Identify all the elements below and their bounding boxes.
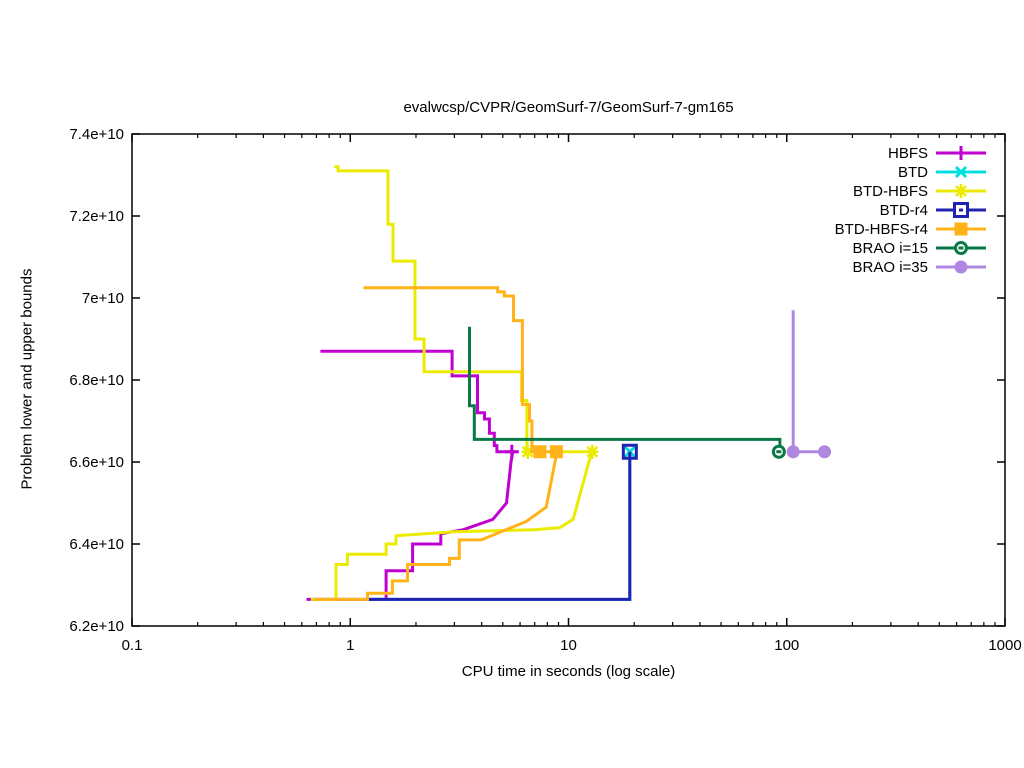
x-axis-ticks: 0.1 1 10 100 1000 xyxy=(122,134,1022,654)
y-axis-label: Problem lower and upper bounds xyxy=(18,268,36,490)
legend-entry-HBFS: HBFS xyxy=(888,145,986,162)
legend-label: BTD-HBFS xyxy=(853,183,928,200)
series-curves xyxy=(306,165,832,601)
marker-square-open xyxy=(953,202,969,218)
y-tick-label: 7e+10 xyxy=(82,290,124,307)
legend-entry-BTD-r4: BTD-r4 xyxy=(880,202,986,219)
marker-asterisk xyxy=(955,184,967,198)
series-BRAO-i-15 xyxy=(468,326,786,459)
legend-label: BRAO i=35 xyxy=(853,259,928,276)
tick xyxy=(623,445,636,458)
legend-entry-BRAO-i-15: BRAO i=15 xyxy=(853,240,986,257)
marker-square-filled xyxy=(533,445,547,459)
legend-entry-BTD: BTD xyxy=(898,164,986,181)
marker-asterisk xyxy=(586,444,599,459)
legend: HBFS BTD BTD-HBFS BTD-r4 BTD-HBFS-r4 BRAO i=1… xyxy=(835,145,986,276)
y-tick-label: 6.8e+10 xyxy=(69,372,124,389)
tick xyxy=(954,165,968,179)
legend-label: BTD xyxy=(898,164,928,181)
series-BRAO-i-35 xyxy=(786,310,832,459)
upper-bound-line xyxy=(468,326,782,452)
x-axis-label: CPU time in seconds (log scale) xyxy=(461,663,676,680)
lower-bound-line xyxy=(306,451,515,601)
legend-label: BTD-HBFS-r4 xyxy=(835,221,928,238)
upper-bound-line xyxy=(320,349,517,454)
x-tick-label: 10 xyxy=(560,637,577,654)
legend-entry-BRAO-i-35: BRAO i=35 xyxy=(853,259,986,276)
legend-entry-BTD-HBFS-r4: BTD-HBFS-r4 xyxy=(835,221,986,238)
x-tick-label: 1000 xyxy=(988,637,1021,654)
y-tick-label: 6.2e+10 xyxy=(69,618,124,635)
marker-plus xyxy=(954,146,968,160)
legend-entry-BTD-HBFS: BTD-HBFS xyxy=(853,183,986,200)
legend-label: BRAO i=15 xyxy=(853,240,928,257)
x-tick-label: 1 xyxy=(346,637,354,654)
marker-square-filled xyxy=(954,222,968,236)
y-tick-label: 7.4e+10 xyxy=(69,126,124,143)
chart-title: evalwcsp/CVPR/GeomSurf-7/GeomSurf-7-gm16… xyxy=(403,99,734,116)
marker-cross xyxy=(954,165,968,179)
y-tick-label: 6.6e+10 xyxy=(69,454,124,471)
series-BTD-r4 xyxy=(367,443,638,601)
marker-square-filled xyxy=(549,445,563,459)
marker-circle-filled xyxy=(954,260,968,274)
x-tick-label: 100 xyxy=(774,637,799,654)
marker-circle-filled xyxy=(818,445,832,459)
upper-bound-line xyxy=(334,165,593,454)
series-BTD-HBFS-r4 xyxy=(313,286,563,601)
series-HBFS xyxy=(306,349,519,601)
lower-bound-line xyxy=(313,451,560,601)
legend-label: HBFS xyxy=(888,145,928,162)
series-BTD-HBFS xyxy=(310,165,599,601)
marker-circle-open-dash xyxy=(954,241,968,255)
x-tick-label: 0.1 xyxy=(122,637,143,654)
legend-label: BTD-r4 xyxy=(880,202,928,219)
y-tick-label: 6.4e+10 xyxy=(69,536,124,553)
marker-circle-open-dash xyxy=(771,444,786,459)
y-axis-ticks: 6.2e+10 6.4e+10 6.6e+10 6.8e+10 7e+10 7.2e+10… xyxy=(69,126,1005,635)
lower-bound-line xyxy=(310,451,595,601)
y-tick-label: 7.2e+10 xyxy=(69,208,124,225)
marker-plus xyxy=(504,444,519,459)
marker-circle-filled xyxy=(786,445,800,459)
marker-cross xyxy=(623,445,636,458)
marker-square-open xyxy=(621,443,638,460)
upper-bound-line xyxy=(363,286,558,454)
lower-bound-line xyxy=(367,451,632,601)
